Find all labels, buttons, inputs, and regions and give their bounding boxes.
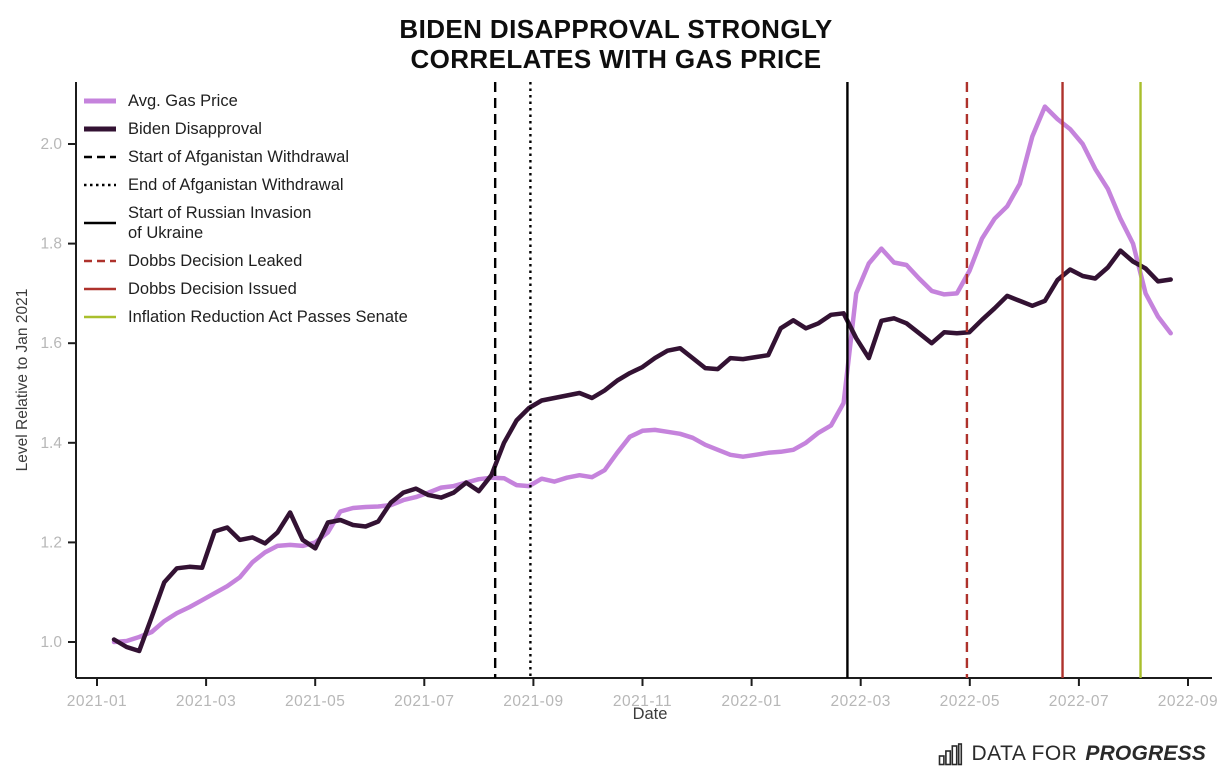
x-tick-label: 2021-05	[285, 693, 345, 710]
brand-name: PROGRESS	[1085, 742, 1206, 765]
chart-title: BIDEN DISAPPROVAL STRONGLY CORRELATES WI…	[0, 14, 1232, 74]
x-axis-title: Date	[633, 705, 668, 723]
x-tick-label: 2021-07	[394, 693, 454, 710]
chart-title-line1: BIDEN DISAPPROVAL STRONGLY	[399, 14, 833, 44]
x-tick-label: 2022-01	[721, 693, 781, 710]
legend-label-dobbs-decision-issued: Dobbs Decision Issued	[128, 280, 297, 298]
y-tick-label: 2.0	[40, 136, 62, 153]
x-tick-label: 2021-01	[67, 693, 127, 710]
x-tick-label: 2022-03	[831, 693, 891, 710]
y-tick-label: 1.2	[40, 534, 62, 551]
legend-label-avg-gas-price: Avg. Gas Price	[128, 92, 238, 110]
legend-label-biden-disapproval: Biden Disapproval	[128, 120, 262, 138]
x-tick-label: 2021-09	[503, 693, 563, 710]
x-tick-label: 2022-07	[1049, 693, 1109, 710]
legend-label-start-of-russian-invasion-of-ukraine: Start of Russian Invasion	[128, 204, 311, 222]
y-tick-label: 1.4	[40, 435, 62, 452]
x-tick-label: 2021-11	[613, 693, 672, 710]
legend-label-end-of-afganistan-withdrawal: End of Afganistan Withdrawal	[128, 176, 344, 194]
y-tick-label: 1.0	[40, 634, 62, 651]
x-tick-label: 2021-03	[176, 693, 236, 710]
brand-footer: DATA FOR PROGRESS	[938, 742, 1206, 766]
legend-label-start-of-russian-invasion-of-ukraine: of Ukraine	[128, 224, 203, 242]
brand-prefix: DATA FOR	[971, 742, 1078, 765]
y-tick-label: 1.8	[40, 236, 62, 253]
x-tick-label: 2022-09	[1158, 693, 1218, 710]
y-axis-title: Level Relative to Jan 2021	[14, 289, 31, 472]
biden-disapproval-line	[111, 248, 1173, 654]
legend-label-start-of-afganistan-withdrawal: Start of Afganistan Withdrawal	[128, 148, 349, 166]
legend-label-dobbs-decision-leaked: Dobbs Decision Leaked	[128, 252, 302, 270]
bar-chart-icon	[939, 742, 963, 765]
x-tick-label: 2022-05	[940, 693, 1000, 710]
legend-label-inflation-reduction-act-passes-senate: Inflation Reduction Act Passes Senate	[128, 308, 408, 326]
y-tick-label: 1.6	[40, 335, 62, 352]
chart-title-line2: CORRELATES WITH GAS PRICE	[410, 44, 822, 74]
avg-gas-price-line	[111, 104, 1173, 645]
